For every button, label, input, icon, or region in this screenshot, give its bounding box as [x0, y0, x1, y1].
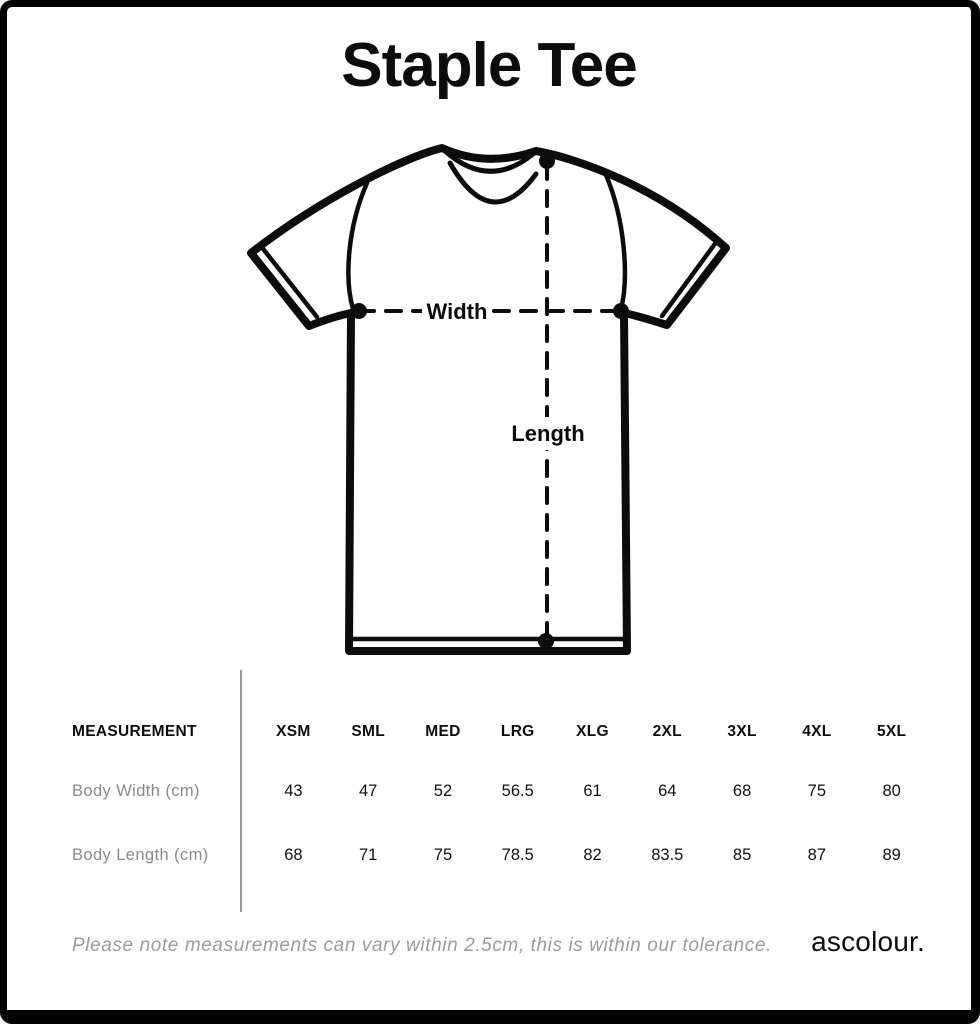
size-table: MEASUREMENT XSM SML MED LRG XLG 2XL 3XL …: [64, 669, 929, 912]
right-cuff-line: [659, 238, 720, 319]
body-length-value: 87: [807, 846, 827, 865]
left-armhole-seam: [346, 180, 370, 312]
body-length-value: 78.5: [501, 846, 534, 865]
size-header-4xl: 4XL: [802, 722, 832, 740]
size-header-sml: SML: [351, 722, 385, 740]
tshirt-illustration: Width Length: [247, 143, 730, 655]
body-length-value: 89: [882, 846, 901, 865]
table-divider: [240, 669, 242, 912]
body-width-value: 75: [807, 782, 827, 801]
tee-outline: [247, 143, 730, 655]
body-width-value: 68: [732, 782, 752, 801]
body-width-value: 52: [433, 782, 453, 801]
body-length-value: 71: [358, 846, 378, 865]
body-length-value: 82: [583, 846, 602, 865]
size-header-xlg: XLG: [576, 722, 609, 740]
body-width-value: 56.5: [501, 782, 534, 801]
table-row-body-length: Body Length (cm) 68 71 75 78.5 82 83.5 8…: [64, 824, 929, 888]
size-header-3xl: 3XL: [727, 722, 757, 740]
measurement-header: MEASUREMENT: [72, 722, 197, 740]
width-label: Width: [427, 299, 488, 324]
size-header-5xl: 5XL: [876, 722, 907, 740]
table-header-row: MEASUREMENT XSM SML MED LRG XLG 2XL 3XL …: [64, 704, 929, 760]
size-header-med: MED: [425, 722, 461, 740]
size-header-lrg: LRG: [500, 722, 535, 740]
body-width-value: 47: [358, 782, 378, 801]
left-cuff-line: [257, 242, 320, 320]
length-label: Length: [511, 421, 584, 446]
body-width-value: 80: [882, 782, 901, 801]
tshirt-diagram: Width Length: [7, 138, 971, 668]
left-underarm-dot: [351, 302, 367, 319]
table-row-body-width: Body Width (cm) 43 47 52 56.5 61 64 68 7…: [64, 760, 929, 824]
right-armhole-seam: [603, 172, 628, 312]
size-header-2xl: 2XL: [652, 722, 682, 740]
neck-point-dot: [539, 152, 555, 169]
row-label-body-width: Body Width (cm): [72, 782, 200, 801]
collar-arc-lower: [447, 160, 539, 205]
body-width-value: 64: [658, 782, 677, 801]
width-label-mask: [422, 294, 492, 327]
body-length-value: 85: [732, 846, 752, 865]
body-length-value: 68: [284, 846, 303, 865]
page-title: Staple Tee: [341, 31, 638, 100]
size-header-xsm: XSM: [276, 722, 311, 740]
length-label-mask: [510, 416, 586, 450]
collar-arc-upper: [442, 148, 536, 174]
right-underarm-dot: [613, 302, 629, 319]
tolerance-note: Please note measurements can vary within…: [72, 934, 772, 956]
body-width-value: 43: [284, 782, 303, 801]
body-length-value: 75: [433, 846, 453, 865]
body-width-value: 61: [583, 782, 602, 801]
brand-logo: ascolour.: [811, 925, 925, 957]
footer: Please note measurements can vary within…: [7, 926, 971, 958]
hem-point-dot: [538, 632, 554, 649]
body-length-value: 83.5: [651, 846, 684, 865]
row-label-body-length: Body Length (cm): [72, 846, 209, 865]
